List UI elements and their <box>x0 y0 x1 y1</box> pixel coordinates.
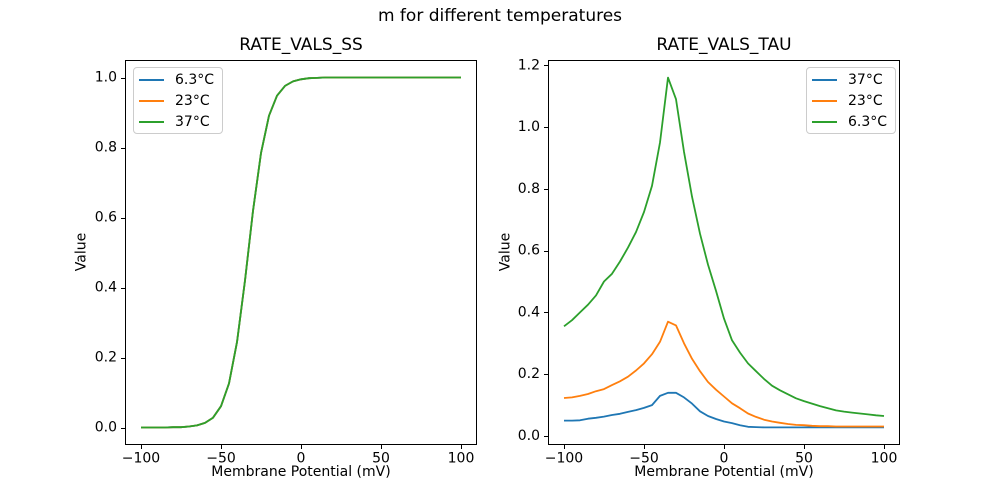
svg-text:0: 0 <box>297 451 306 467</box>
x-axis-label-tau: Membrane Potential (mV) <box>634 464 814 480</box>
legend-entry: 6.3°C <box>139 69 214 90</box>
legend-entry-label: 37°C <box>848 71 883 88</box>
svg-text:50: 50 <box>372 451 390 467</box>
svg-text:0: 0 <box>720 451 729 467</box>
legend-line-sample <box>139 99 164 102</box>
legend-entry-label: 37°C <box>175 113 210 130</box>
svg-text:−100: −100 <box>122 451 160 467</box>
svg-text:−50: −50 <box>206 451 236 467</box>
legend-entry: 6.3°C <box>812 111 887 132</box>
svg-text:−50: −50 <box>629 451 659 467</box>
svg-text:0.4: 0.4 <box>518 304 540 320</box>
legend-ss: 6.3°C 23°C 37°C <box>133 67 224 134</box>
svg-text:0.6: 0.6 <box>518 243 540 259</box>
svg-text:−100: −100 <box>545 451 583 467</box>
x-axis-label-ss: Membrane Potential (mV) <box>211 464 391 480</box>
legend-line-sample <box>139 78 164 81</box>
svg-text:0.4: 0.4 <box>95 280 117 296</box>
svg-text:0.8: 0.8 <box>95 140 117 156</box>
legend-line-sample <box>139 120 164 123</box>
legend-entry: 37°C <box>139 111 214 132</box>
legend-entry-label: 23°C <box>175 92 210 109</box>
svg-text:0.0: 0.0 <box>518 428 540 444</box>
figure-title: m for different temperatures <box>377 6 623 26</box>
legend-entry: 23°C <box>812 90 887 111</box>
legend-entry: 37°C <box>812 69 887 90</box>
svg-text:100: 100 <box>448 451 475 467</box>
legend-line-sample <box>812 78 837 81</box>
svg-text:0.0: 0.0 <box>95 420 117 436</box>
y-axis-label-tau: Value <box>497 232 514 272</box>
legend-entry-label: 6.3°C <box>848 113 888 130</box>
legend-entry-label: 6.3°C <box>175 71 215 88</box>
legend-tau: 37°C 23°C 6.3°C <box>806 67 897 134</box>
svg-text:0.8: 0.8 <box>518 181 540 197</box>
svg-text:1.0: 1.0 <box>518 119 540 135</box>
subplot-title-tau: RATE_VALS_TAU <box>656 35 792 55</box>
svg-text:0.2: 0.2 <box>518 366 540 382</box>
svg-text:0.2: 0.2 <box>95 350 117 366</box>
legend-line-sample <box>812 99 837 102</box>
svg-text:100: 100 <box>871 451 898 467</box>
legend-entry: 23°C <box>139 90 214 111</box>
svg-text:1.0: 1.0 <box>95 70 117 86</box>
legend-entry-label: 23°C <box>848 92 883 109</box>
legend-line-sample <box>812 120 837 123</box>
y-axis-label-ss: Value <box>73 232 90 272</box>
svg-text:50: 50 <box>795 451 813 467</box>
svg-text:0.6: 0.6 <box>95 210 117 226</box>
svg-text:1.2: 1.2 <box>518 57 540 73</box>
subplot-title-ss: RATE_VALS_SS <box>239 35 363 55</box>
